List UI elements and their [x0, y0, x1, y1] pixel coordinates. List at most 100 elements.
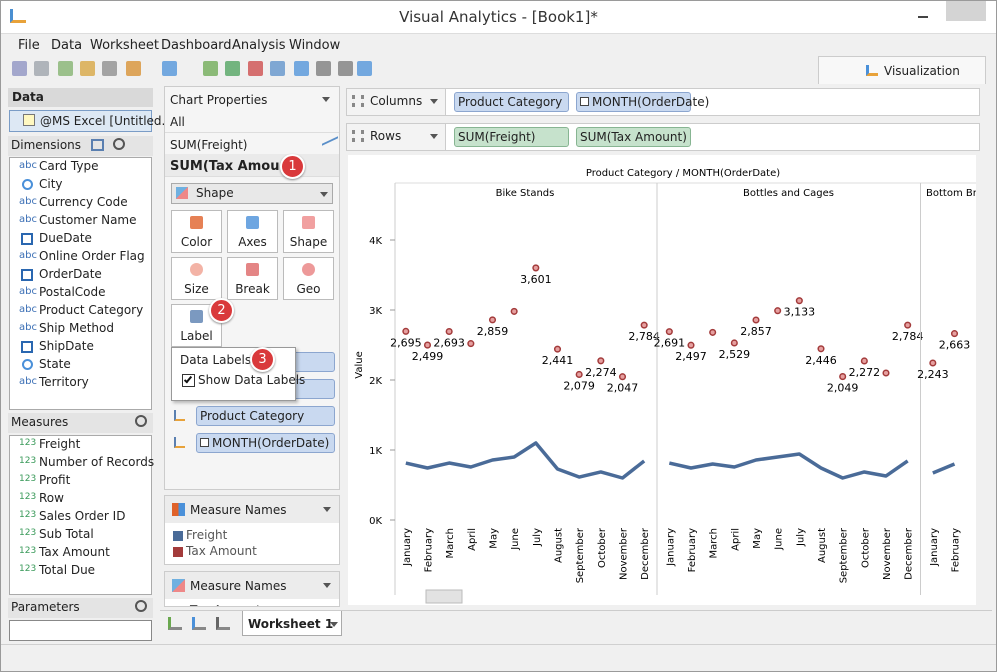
x-tick-label: May	[752, 528, 763, 549]
legend-header	[165, 572, 339, 599]
properties-title: Chart Properties	[170, 93, 268, 107]
dimension-field[interactable]: Product Category	[39, 303, 144, 317]
toolbar-icon[interactable]	[126, 61, 141, 76]
dimension-field[interactable]: PostalCode	[39, 285, 106, 299]
tax-point	[532, 264, 540, 272]
search-icon[interactable]	[135, 415, 147, 427]
expand-box	[200, 438, 209, 447]
type-icon: abc	[19, 286, 37, 297]
button-label: Color	[180, 235, 213, 249]
search-icon[interactable]	[113, 138, 125, 150]
title-bar	[0, 0, 997, 34]
legend: Measure Names Tax Amount	[164, 571, 340, 607]
measure-field[interactable]: Number of Records	[39, 455, 155, 469]
dimension-field[interactable]: OrderDate	[39, 267, 102, 281]
status-bar	[0, 644, 997, 672]
menu-item[interactable]: Window	[289, 38, 341, 53]
x-tick-label: November	[619, 527, 630, 580]
menu-item[interactable]: Analysis	[232, 38, 286, 53]
measure-field[interactable]: Freight	[39, 437, 81, 451]
minimize-button[interactable]	[918, 16, 928, 18]
toolbar-icon[interactable]	[58, 61, 73, 76]
menu-item[interactable]: Dashboard	[161, 38, 232, 53]
menu-item[interactable]: Worksheet	[90, 38, 160, 53]
data-label: 2,446	[805, 354, 837, 367]
tax-point	[774, 307, 782, 315]
dimension-field[interactable]: Card Type	[39, 159, 99, 173]
toolbar-icon[interactable]	[34, 61, 49, 76]
pill[interactable]	[196, 406, 335, 426]
measure-field[interactable]: Sub Total	[39, 527, 94, 541]
toolbar-icon[interactable]	[357, 61, 372, 76]
toolbar-icon[interactable]	[248, 61, 263, 76]
dimension-field[interactable]: Online Order Flag	[39, 249, 145, 263]
data-label: 2,497	[675, 350, 707, 363]
property-button[interactable]	[227, 257, 278, 300]
toolbar-icon[interactable]	[203, 61, 218, 76]
toolbar-icon[interactable]	[338, 61, 353, 76]
toolbar-icon[interactable]	[102, 61, 117, 76]
field-list	[9, 157, 152, 410]
data-source[interactable]	[9, 110, 152, 132]
x-tick-label: January	[402, 528, 413, 567]
measure-field[interactable]: Profit	[39, 473, 71, 487]
legend-title: Measure Names	[190, 503, 287, 517]
scrollbar-thumb[interactable]	[425, 589, 463, 604]
expand-box	[580, 97, 589, 106]
sheet-icon[interactable]	[192, 617, 206, 630]
property-row[interactable]	[165, 110, 339, 133]
window-title: Visual Analytics - [Book1]*	[399, 8, 598, 26]
pill[interactable]	[576, 92, 691, 112]
view-icon[interactable]	[91, 139, 104, 151]
toolbar-icon[interactable]	[225, 61, 240, 76]
dimension-field[interactable]: Ship Method	[39, 321, 114, 335]
measure-field[interactable]: Tax Amount	[39, 545, 110, 559]
dimension-field[interactable]: Currency Code	[39, 195, 128, 209]
dimension-field[interactable]: Territory	[39, 375, 89, 389]
sheet-icon[interactable]	[168, 617, 182, 630]
shelf-icon	[352, 95, 364, 107]
x-tick-label: March	[445, 528, 456, 558]
dimension-field[interactable]: State	[39, 357, 71, 371]
pill[interactable]	[454, 127, 569, 147]
tab[interactable]	[818, 56, 986, 84]
toolbar-icon[interactable]	[12, 61, 27, 76]
measure-field[interactable]: Sales Order ID	[39, 509, 126, 523]
dimension-field[interactable]: DueDate	[39, 231, 92, 245]
measure-field[interactable]: Total Due	[39, 563, 96, 577]
mark-dropdown[interactable]	[171, 183, 333, 204]
tax-point	[467, 340, 475, 348]
search-icon[interactable]	[135, 600, 147, 612]
close-button[interactable]	[946, 1, 986, 21]
freight-line	[668, 452, 909, 480]
checkbox[interactable]	[182, 374, 195, 387]
toolbar-icon[interactable]	[316, 61, 331, 76]
menu-item[interactable]: Data	[51, 38, 83, 53]
data-label: 2,441	[542, 354, 574, 367]
pill[interactable]	[576, 127, 691, 147]
menu-item[interactable]: File	[18, 38, 40, 53]
data-label: 2,529	[719, 348, 751, 361]
sheet-icon[interactable]	[216, 617, 230, 630]
measure-field[interactable]: Row	[39, 491, 64, 505]
dimension-field[interactable]: Customer Name	[39, 213, 137, 227]
button-icon	[246, 263, 259, 276]
dimension-field[interactable]: ShipDate	[39, 339, 94, 353]
pill[interactable]	[454, 92, 569, 112]
parameter-input[interactable]	[9, 620, 152, 641]
toolbar-icon[interactable]	[270, 61, 285, 76]
legend-swatch	[173, 531, 183, 541]
pill[interactable]	[196, 433, 335, 453]
tax-point	[423, 341, 432, 349]
dropdown-caret	[322, 97, 330, 102]
source-label: @MS Excel [Untitled...	[40, 114, 173, 128]
dimension-field[interactable]: City	[39, 177, 63, 191]
panel-header	[8, 88, 153, 107]
data-label: 2,049	[827, 382, 859, 395]
x-tick-label: January	[929, 528, 940, 567]
sheet-tab[interactable]	[242, 611, 342, 636]
toolbar-icon[interactable]	[162, 61, 177, 76]
toolbar-icon[interactable]	[294, 61, 309, 76]
toolbar-icon[interactable]	[80, 61, 95, 76]
property-button[interactable]	[283, 257, 334, 300]
